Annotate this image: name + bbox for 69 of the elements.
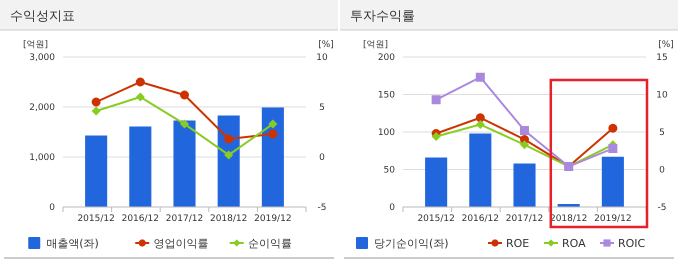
point [136,92,145,102]
y-tick-label: 2,000 [29,103,56,113]
point [268,120,278,128]
point [224,150,234,160]
y2-tick-label: 10 [656,90,668,100]
point [520,126,529,135]
y2-tick-label: 10 [316,53,328,63]
bar [602,156,624,207]
bar [425,158,448,207]
x-tick-label: 2019/12 [254,214,292,224]
bar [262,108,284,207]
x-tick-label: 2018/12 [210,214,248,224]
y-tick-label: 100 [378,128,396,138]
y2-axis-title: [%] [318,40,334,50]
y-tick-label: 3,000 [29,53,56,63]
y2-tick-label: 0 [319,153,326,163]
legend-label: ROA [562,237,586,250]
y-axis-title: [억원] [363,40,388,50]
point [476,120,485,129]
x-tick-label: 2015/12 [77,214,115,224]
y2-tick-label: 5 [659,128,665,138]
point [608,144,618,153]
y-tick-label: 0 [389,203,396,213]
bar [129,126,152,207]
legend-label: ROE [506,237,530,250]
y-tick-label: 50 [384,166,396,176]
point [92,98,101,106]
x-tick-label: 2017/12 [506,214,544,224]
chart-title: 투자수익률 [350,9,415,24]
y-axis-title: [억원] [23,40,48,50]
y-tick-label: 200 [378,53,396,63]
point [92,106,101,116]
x-tick-label: 2018/12 [550,214,588,224]
x-tick-label: 2017/12 [166,214,204,224]
x-tick-label: 2016/12 [122,214,160,224]
point [180,90,189,100]
y2-tick-label: -5 [318,203,326,213]
bar [85,136,108,207]
chart-title: 수익성지표 [10,9,75,24]
point [432,95,441,104]
x-tick-label: 2015/12 [417,214,455,224]
legend-label: 영업이익률 [153,237,208,250]
point [520,140,529,150]
legend-label: 당기순이익(좌) [374,237,449,250]
point [268,130,278,138]
point [136,78,145,86]
bar [218,116,240,207]
bar [513,164,536,207]
point [476,113,485,122]
bar [173,120,196,207]
point [180,120,189,128]
y-tick-label: 0 [49,203,56,213]
bar [469,134,492,207]
legend-label: ROIC [618,237,646,250]
point [432,132,441,141]
y-tick-label: 150 [378,90,396,100]
point [608,124,618,133]
y2-tick-label: 0 [659,166,666,176]
legend-label: 매출액(좌) [46,237,99,250]
point [476,72,485,82]
y-tick-label: 1,000 [29,153,56,163]
point [224,134,234,144]
legend-label: 순이익률 [248,237,292,250]
y2-tick-label: 15 [656,53,668,63]
y2-axis-title: [%] [658,40,674,50]
y2-tick-label: -5 [658,203,666,213]
y2-tick-label: 5 [319,103,325,113]
x-tick-label: 2016/12 [462,214,500,224]
x-tick-label: 2019/12 [594,214,632,224]
